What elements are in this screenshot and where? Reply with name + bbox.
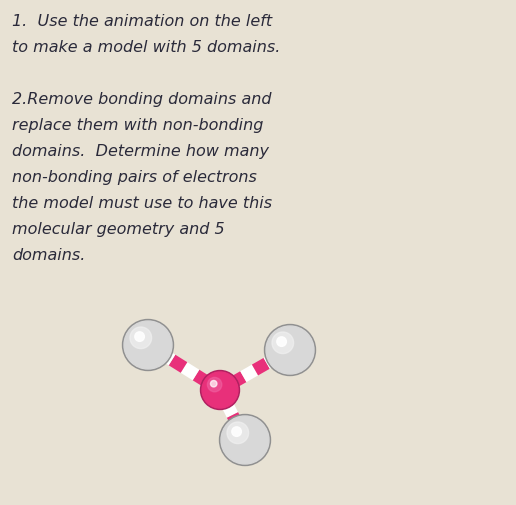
Circle shape [122,320,173,371]
Circle shape [207,377,222,392]
Circle shape [232,427,241,436]
Circle shape [272,332,294,354]
Circle shape [202,372,238,408]
Text: molecular geometry and 5: molecular geometry and 5 [12,222,224,237]
Circle shape [201,371,239,410]
Text: to make a model with 5 domains.: to make a model with 5 domains. [12,40,280,55]
Circle shape [277,337,286,346]
Circle shape [221,416,269,464]
Text: domains.  Determine how many: domains. Determine how many [12,144,269,159]
Circle shape [266,326,314,374]
Circle shape [211,380,217,387]
Text: the model must use to have this: the model must use to have this [12,196,272,211]
Circle shape [265,325,315,376]
Text: 1.  Use the animation on the left: 1. Use the animation on the left [12,14,272,29]
Circle shape [219,415,270,466]
Text: 2.Remove bonding domains and: 2.Remove bonding domains and [12,92,271,107]
Circle shape [124,321,172,369]
Text: replace them with non-bonding: replace them with non-bonding [12,118,263,133]
Text: domains.: domains. [12,248,85,263]
Circle shape [130,327,152,348]
Text: non-bonding pairs of electrons: non-bonding pairs of electrons [12,170,257,185]
Circle shape [227,422,249,443]
Circle shape [135,332,144,341]
